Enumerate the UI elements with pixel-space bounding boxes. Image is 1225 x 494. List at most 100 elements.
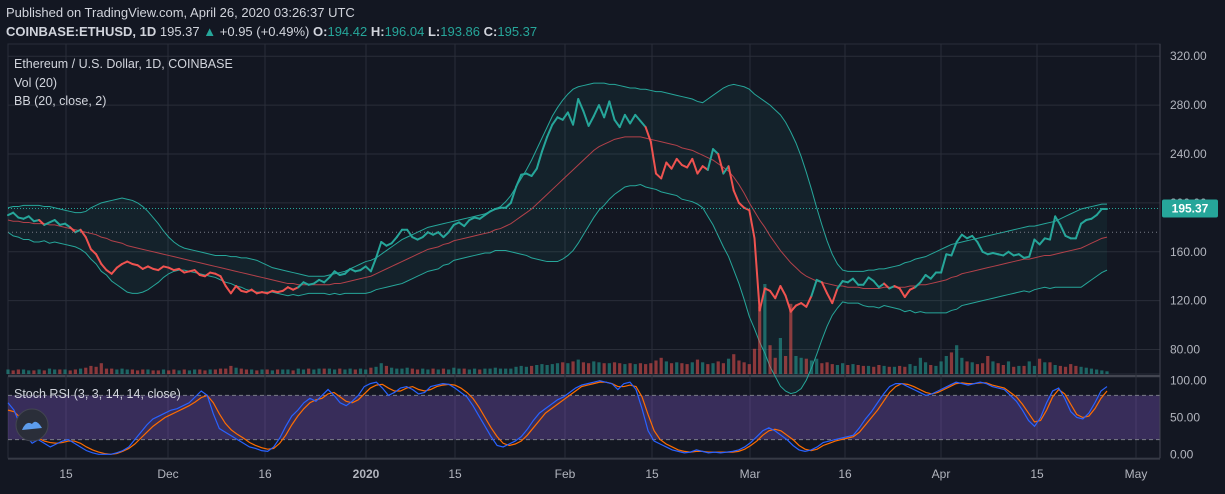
volume-bar (1032, 365, 1037, 374)
price-segment (546, 123, 554, 138)
volume-bar (462, 368, 466, 374)
price-segment (877, 282, 886, 289)
time-tick-label: 16 (838, 467, 852, 481)
price-segment (95, 253, 103, 265)
price-segment (758, 287, 766, 312)
price-segment (1048, 215, 1057, 241)
volume-bar (649, 363, 653, 374)
volume-bar (281, 369, 285, 374)
price-segment (800, 302, 808, 308)
stoch-tick-label: 0.00 (1170, 447, 1194, 461)
volume-bar (110, 368, 114, 374)
volume-bar (161, 369, 166, 374)
last-price-tag (1162, 199, 1218, 218)
volume-bar (949, 352, 954, 374)
volume-bar (431, 368, 435, 374)
volume-bar (607, 363, 611, 374)
volume-bar (229, 365, 233, 374)
legend-stoch-rsi[interactable]: Stoch RSI (3, 3, 14, 14, close) (14, 387, 181, 401)
volume-bar (877, 365, 881, 374)
volume-bar (659, 357, 663, 374)
price-segment (343, 267, 352, 275)
volume-bar (1022, 365, 1026, 374)
price-segment (312, 278, 321, 285)
volume-bar (535, 365, 539, 374)
volume-bar (390, 367, 394, 374)
price-segment (753, 237, 761, 312)
volume-bar (151, 370, 155, 374)
volume-bar (332, 369, 337, 374)
volume-bar (1027, 361, 1031, 374)
volume-bar (555, 363, 560, 374)
volume-bar (384, 365, 389, 374)
price-segment (810, 278, 818, 297)
price-segment (540, 135, 549, 153)
volume-bar (592, 361, 596, 374)
price-segment (380, 241, 388, 247)
volume-bar (690, 362, 694, 374)
price-segment (940, 253, 948, 274)
price-segment (1028, 238, 1036, 258)
price-segment (515, 173, 523, 188)
volume-bar (866, 365, 871, 374)
price-segment (1080, 219, 1088, 225)
volume-bar (1074, 365, 1078, 374)
price-segment (608, 100, 616, 121)
volume-bar (514, 366, 518, 374)
price-segment (572, 98, 580, 126)
price-segment (623, 113, 632, 125)
volume-bar (763, 284, 767, 374)
price-segment (333, 270, 341, 276)
price-segment (38, 219, 46, 226)
volume-bar (970, 362, 974, 374)
legend-volume[interactable]: Vol (20) (14, 76, 58, 90)
price-segment (421, 231, 429, 239)
price-tick-label: 120.00 (1170, 294, 1207, 308)
volume-bar (825, 362, 829, 374)
price-segment (784, 294, 792, 313)
time-tick-label: 15 (59, 467, 73, 481)
symbol-info-line: COINBASE:ETHUSD, 1D 195.37 ▲ +0.95 (+0.4… (6, 24, 537, 39)
volume-bar (975, 364, 980, 374)
price-segment (1095, 208, 1103, 217)
legend-bollinger[interactable]: BB (20, close, 2) (14, 94, 107, 108)
volume-bar (758, 306, 762, 374)
volume-bar (182, 369, 186, 374)
price-segment (660, 161, 668, 180)
price-segment (1002, 250, 1010, 257)
volume-bar (1100, 370, 1104, 374)
volume-bar (6, 369, 10, 374)
open-label: O: (313, 24, 328, 39)
low-value: 193.86 (440, 24, 481, 39)
volume-bar (255, 370, 259, 374)
volume-bar (405, 367, 409, 374)
volume-bar (47, 368, 52, 374)
legend-title[interactable]: Ethereum / U.S. Dollar, 1D, COINBASE (14, 57, 233, 71)
price-segment (203, 271, 212, 278)
volume-bar (467, 369, 471, 374)
symbol-name[interactable]: COINBASE:ETHUSD, 1D (6, 24, 157, 39)
volume-bar (675, 362, 679, 374)
volume-bar (395, 368, 399, 374)
volume-bar (99, 363, 103, 374)
volume-bar (32, 370, 36, 374)
volume-bar (198, 369, 202, 374)
volume-bar (612, 362, 617, 374)
price-segment (115, 263, 124, 269)
price-segment (774, 285, 782, 300)
price-segment (691, 157, 699, 175)
volume-bar (327, 368, 332, 374)
volume-bar (752, 348, 757, 374)
price-segment (665, 161, 673, 170)
cloud-icon (22, 421, 42, 430)
volume-bar (898, 365, 902, 374)
volume-bar (576, 359, 580, 374)
price-segment (79, 228, 87, 239)
volume-bar (711, 363, 715, 374)
volume-bar (493, 367, 497, 374)
volume-bar (934, 365, 938, 374)
volume-bar (955, 345, 959, 374)
price-segment (597, 104, 606, 119)
volume-bar (799, 357, 803, 374)
